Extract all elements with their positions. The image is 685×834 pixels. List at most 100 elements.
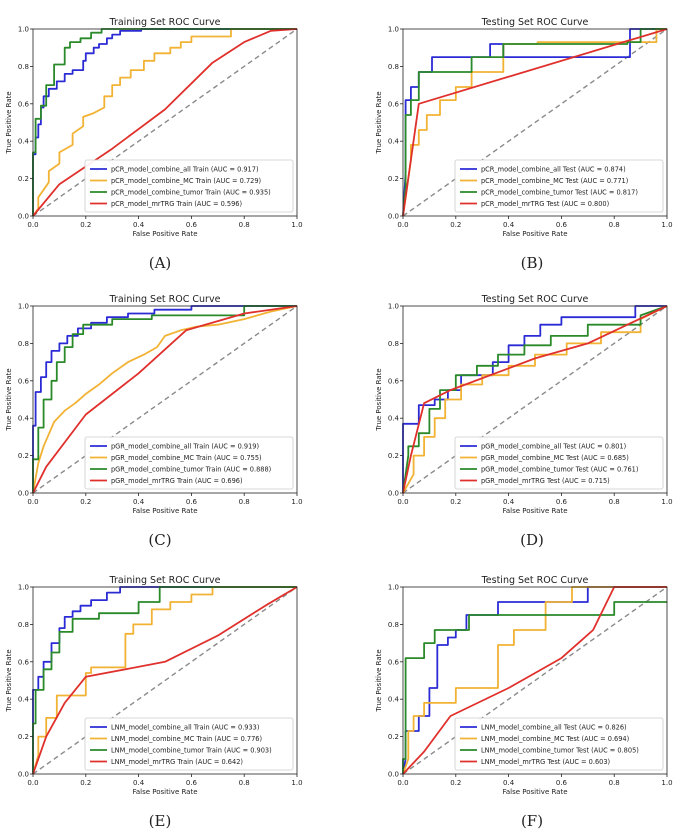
legend-entry: pGR_model_mrTRG Test (AUC = 0.715) [481, 477, 610, 485]
legend: pCR_model_combine_all Test (AUC = 0.874)… [454, 159, 664, 213]
legend-entry: pGR_model_combine_all Test (AUC = 0.801) [481, 443, 626, 451]
series-line-blue [32, 28, 297, 216]
chart-title: Training Set ROC Curve [109, 575, 221, 586]
chart-title: Testing Set ROC Curve [481, 17, 589, 28]
legend-box [84, 436, 294, 490]
y-tick-label: 0.2 [18, 175, 29, 183]
x-tick-label: 0.6 [186, 779, 198, 787]
plot-frame [402, 586, 668, 775]
y-tick-label: 0.6 [388, 100, 400, 108]
plot-frame [402, 305, 668, 494]
series-line-orange [32, 586, 297, 775]
y-tick-label: 0.4 [18, 696, 30, 704]
y-tick-label: 0.6 [388, 658, 400, 666]
chart-title: Testing Set ROC Curve [481, 575, 589, 586]
y-tick-label: 0.2 [18, 733, 29, 741]
x-tick-label: 0.4 [503, 221, 515, 229]
legend-entry: LNM_model_combine_all Test (AUC = 0.826) [481, 724, 627, 732]
y-axis-label: True Positive Rate [5, 91, 13, 154]
series-line-green [32, 305, 297, 493]
panel-label: (A) [149, 254, 172, 272]
y-tick-label: 0.8 [388, 340, 399, 348]
y-axis-label: True Positive Rate [375, 368, 383, 431]
y-tick-label: 0.4 [388, 696, 400, 704]
legend-entry: pCR_model_mrTRG Train (AUC = 0.596) [111, 200, 242, 208]
y-tick-label: 0.0 [18, 490, 29, 498]
x-tick-label: 0.8 [239, 779, 250, 787]
x-tick-label: 0.8 [239, 221, 250, 229]
y-tick-label: 0.6 [18, 377, 30, 385]
y-tick-label: 0.4 [388, 138, 400, 146]
legend-entry: pCR_model_combine_tumor Test (AUC = 0.81… [481, 189, 638, 197]
x-tick-label: 0.4 [133, 498, 145, 506]
y-tick-label: 1.0 [18, 303, 29, 311]
panel-label: (F) [521, 812, 543, 830]
series-line-green [32, 586, 297, 774]
x-tick-label: 1.0 [661, 498, 672, 506]
series-line-blue [402, 28, 667, 217]
x-tick-label: 0.0 [27, 779, 38, 787]
y-tick-label: 0.2 [388, 452, 399, 460]
x-tick-label: 0.8 [609, 221, 620, 229]
x-tick-label: 0.8 [239, 498, 250, 506]
series-line-blue [402, 586, 667, 775]
x-axis-label: False Positive Rate [132, 507, 197, 515]
panel-label: (B) [521, 254, 544, 272]
y-tick-label: 1.0 [388, 26, 399, 34]
x-tick-label: 0.4 [133, 221, 145, 229]
y-tick-label: 1.0 [18, 26, 29, 34]
legend-entry: pGR_model_combine_tumor Test (AUC = 0.76… [481, 466, 638, 474]
plot-frame [402, 28, 668, 217]
y-tick-label: 0.8 [18, 621, 29, 629]
panel-D: Testing Set ROC Curve 0.0 0.2 0.4 0.6 0.8 1.0 0… [375, 294, 673, 549]
series-line-orange [32, 28, 297, 217]
y-tick-label: 0.2 [388, 175, 399, 183]
chance-diagonal-line [32, 586, 298, 775]
legend-entry: pGR_model_combine_tumor Train (AUC = 0.8… [111, 466, 271, 474]
x-tick-label: 0.0 [397, 221, 408, 229]
plot-frame [32, 586, 298, 775]
legend-entry: pGR_model_combine_MC Train (AUC = 0.755) [111, 454, 262, 462]
x-axis-label: False Positive Rate [502, 230, 567, 238]
y-axis-label: True Positive Rate [375, 649, 383, 712]
y-axis-label: True Positive Rate [5, 649, 13, 712]
legend-entry: LNM_model_combine_all Train (AUC = 0.933… [111, 724, 259, 732]
panel-C: Training Set ROC Curve 0.0 0.2 0.4 0.6 0.8 1.0… [5, 294, 303, 549]
legend-box [454, 717, 664, 771]
y-tick-label: 0.2 [388, 733, 399, 741]
series-line-red [402, 305, 668, 494]
series-line-red [402, 586, 667, 775]
plot-frame [32, 305, 298, 494]
plot-frame [32, 28, 298, 217]
x-tick-label: 0.0 [397, 498, 408, 506]
x-axis-label: False Positive Rate [502, 788, 567, 796]
legend-entry: pCR_model_combine_all Train (AUC = 0.917… [111, 166, 259, 174]
chart-title: Training Set ROC Curve [109, 17, 221, 28]
series-line-red [32, 305, 298, 494]
y-tick-label: 0.2 [18, 452, 29, 460]
legend-entry: LNM_model_combine_MC Train (AUC = 0.776) [111, 735, 262, 743]
x-axis-label: False Positive Rate [132, 230, 197, 238]
y-axis-label: True Positive Rate [5, 368, 13, 431]
series-line-green [402, 601, 667, 774]
x-tick-label: 0.0 [397, 779, 408, 787]
panel-label: (D) [520, 531, 544, 549]
series-line-green [32, 28, 297, 216]
series-line-red [32, 28, 298, 217]
chart-title: Training Set ROC Curve [109, 294, 221, 305]
panel-label: (C) [148, 531, 171, 549]
legend-entry: pGR_model_combine_MC Test (AUC = 0.685) [481, 454, 629, 462]
x-tick-label: 0.4 [133, 779, 145, 787]
x-tick-label: 0.4 [503, 498, 515, 506]
legend-entry: pCR_model_combine_all Test (AUC = 0.874) [481, 166, 626, 174]
legend-box [84, 717, 294, 771]
x-tick-label: 0.6 [556, 498, 568, 506]
legend-entry: pCR_model_combine_MC Train (AUC = 0.729) [111, 177, 261, 185]
x-tick-label: 1.0 [661, 779, 672, 787]
legend-entry: pCR_model_combine_MC Test (AUC = 0.771) [481, 177, 628, 185]
x-tick-label: 0.6 [556, 779, 568, 787]
legend-entry: LNM_model_combine_tumor Train (AUC = 0.9… [111, 747, 272, 755]
y-tick-label: 0.0 [18, 213, 29, 221]
chance-diagonal-line [32, 28, 298, 217]
x-tick-label: 1.0 [291, 498, 302, 506]
